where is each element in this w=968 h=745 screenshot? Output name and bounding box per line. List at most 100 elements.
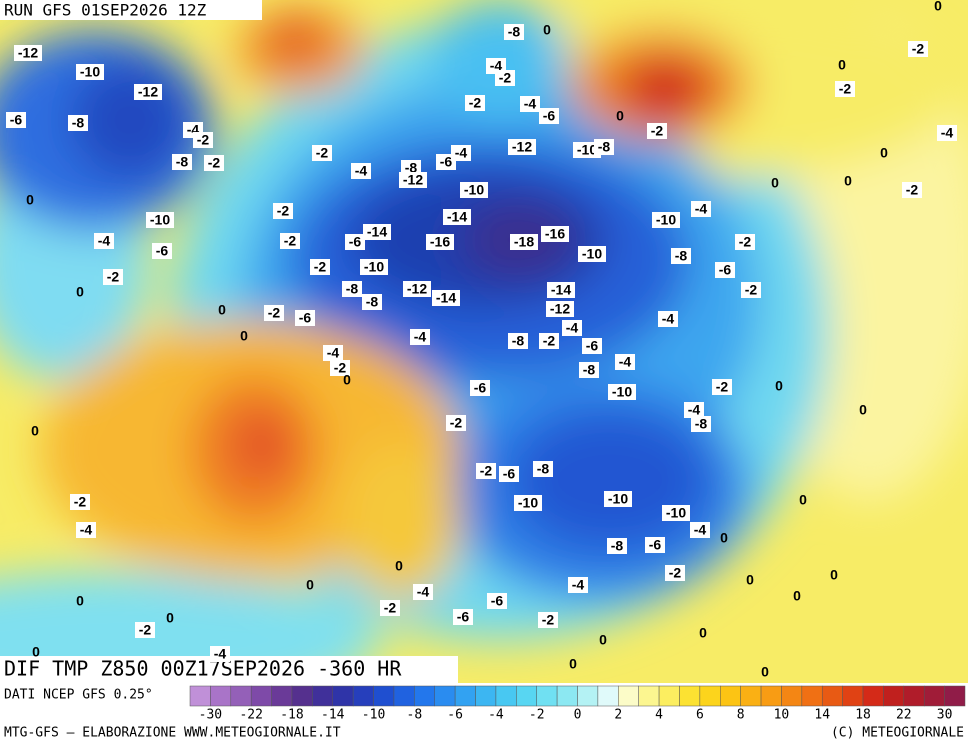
label-box (562, 320, 582, 336)
contour-label: -6 (543, 108, 556, 124)
label-box (68, 115, 88, 131)
legend-tick-label: 2 (614, 708, 622, 723)
contour-label: -2 (197, 132, 210, 148)
label-box (520, 96, 540, 112)
legend-tick-label: -30 (199, 708, 222, 723)
label-box (504, 24, 524, 40)
contour-label: -2 (450, 415, 463, 431)
label-box (508, 139, 536, 155)
contour-label: 0 (26, 192, 34, 208)
label-box (280, 233, 300, 249)
legend-swatch (883, 685, 905, 707)
label-box (508, 333, 528, 349)
label-box (323, 345, 343, 361)
contour-label: -4 (355, 163, 368, 179)
label-box (690, 522, 710, 538)
label-box (363, 224, 391, 240)
contour-label: 0 (844, 173, 852, 189)
label-box (662, 505, 690, 521)
contour-label: -2 (208, 155, 221, 171)
legend-swatch (189, 685, 211, 707)
legend-tick-label: -18 (280, 708, 303, 723)
contour-label: -6 (10, 112, 23, 128)
legend-swatch (250, 685, 272, 707)
label-box (399, 172, 427, 188)
contour-label: -8 (508, 24, 521, 40)
legend-tick-label: -6 (447, 708, 463, 723)
legend-swatch (373, 685, 395, 707)
label-box (273, 203, 293, 219)
label-box (645, 537, 665, 553)
contour-label: -2 (334, 360, 347, 376)
label-box (465, 95, 485, 111)
legend-swatch (638, 685, 660, 707)
label-box (453, 609, 473, 625)
contour-label: -8 (366, 294, 379, 310)
contour-label: -8 (583, 362, 596, 378)
label-box (582, 338, 602, 354)
label-box (446, 415, 466, 431)
legend-tick-label: -8 (407, 708, 423, 723)
contour-label: 0 (240, 328, 248, 344)
legend-swatch (720, 685, 741, 707)
contour-label: -6 (474, 380, 487, 396)
color-legend: -30 -22 -18 -14 -10 -8 -6 -4 -2 0 2 4 6 8 10 14 18 22 30 (189, 685, 966, 723)
label-box (908, 41, 928, 57)
contour-label: -8 (72, 115, 85, 131)
copyright-label: (C) METEOGIORNALE (831, 726, 964, 741)
label-box (476, 463, 496, 479)
label-box (345, 234, 365, 250)
legend-tick-label: 0 (574, 708, 582, 723)
contour-label: -8 (537, 461, 550, 477)
contour-label: 0 (569, 656, 577, 672)
contour-label: -2 (906, 182, 919, 198)
contour-label: 0 (699, 625, 707, 641)
legend-tick-label: 22 (896, 708, 912, 723)
contour-label: -2 (74, 494, 87, 510)
legend-tick-label: -4 (488, 708, 504, 723)
contour-label: -8 (695, 416, 708, 432)
contour-label: -10 (577, 142, 597, 158)
contour-label: 0 (880, 145, 888, 161)
contour-label: -10 (608, 491, 628, 507)
contour-label: -4 (490, 58, 503, 74)
label-box (514, 495, 542, 511)
label-box (608, 384, 636, 400)
legend-tick-label: 4 (655, 708, 663, 723)
label-box (671, 248, 691, 264)
contour-label: -2 (651, 123, 664, 139)
contour-label: -4 (572, 577, 585, 593)
contour-label: -6 (457, 609, 470, 625)
legend-tick-label: 30 (937, 708, 953, 723)
label-box (615, 354, 635, 370)
contour-label: -2 (716, 379, 729, 395)
contour-label: -14 (551, 282, 571, 298)
legend-swatch (393, 685, 415, 707)
contour-label: -12 (403, 172, 423, 188)
contour-label: -2 (107, 269, 120, 285)
legend-tick-label: 6 (696, 708, 704, 723)
legend-tick-label: -14 (321, 708, 345, 723)
legend-swatch (556, 685, 578, 707)
label-box (691, 416, 711, 432)
label-box (70, 494, 90, 510)
legend-swatch (862, 685, 884, 707)
contour-label: 0 (32, 644, 40, 660)
label-box (451, 145, 471, 161)
contour-label: -6 (349, 234, 362, 250)
label-box (647, 123, 667, 139)
contour-label: 0 (599, 632, 607, 648)
legend-swatch (781, 685, 803, 707)
contour-label: -14 (367, 224, 387, 240)
contour-label: -2 (316, 145, 329, 161)
legend-tick-label: 14 (814, 708, 830, 723)
legend-tick-label: -2 (529, 708, 545, 723)
contour-label: -12 (512, 139, 532, 155)
label-box (135, 622, 155, 638)
legend-swatch (230, 685, 252, 707)
label-box (902, 182, 922, 198)
legend-swatch (740, 685, 762, 707)
contour-label: 0 (218, 302, 226, 318)
contour-label: -2 (284, 233, 297, 249)
contour-label: -2 (314, 259, 327, 275)
